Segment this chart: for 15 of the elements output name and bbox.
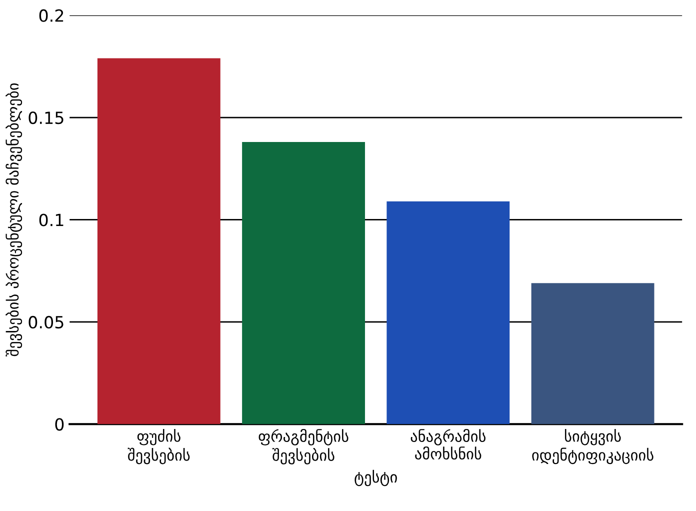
y-tick-label: 0.05	[28, 316, 64, 328]
y-tick-label: 0.15	[28, 111, 64, 124]
bar	[242, 142, 365, 424]
x-tick-label: ანაგრამის ამოხსნის	[410, 428, 486, 460]
x-tick-label: ფუძის შევსების	[128, 428, 190, 464]
x-tick-label: სიტყვის იდენტიფიკაციის	[532, 428, 654, 464]
x-tick-label: ფრაგმენტის შევსების	[258, 428, 348, 464]
y-tick-label: 0.2	[39, 9, 64, 22]
bar	[97, 58, 220, 424]
y-axis-title: შევსების პროცენტული მაჩვენებლები	[6, 83, 22, 356]
bar	[531, 283, 654, 424]
bar	[386, 201, 510, 424]
x-axis-title: ტესტი	[354, 470, 397, 486]
y-tick-label: 0	[55, 418, 64, 431]
y-tick-label: 0.1	[39, 214, 64, 226]
